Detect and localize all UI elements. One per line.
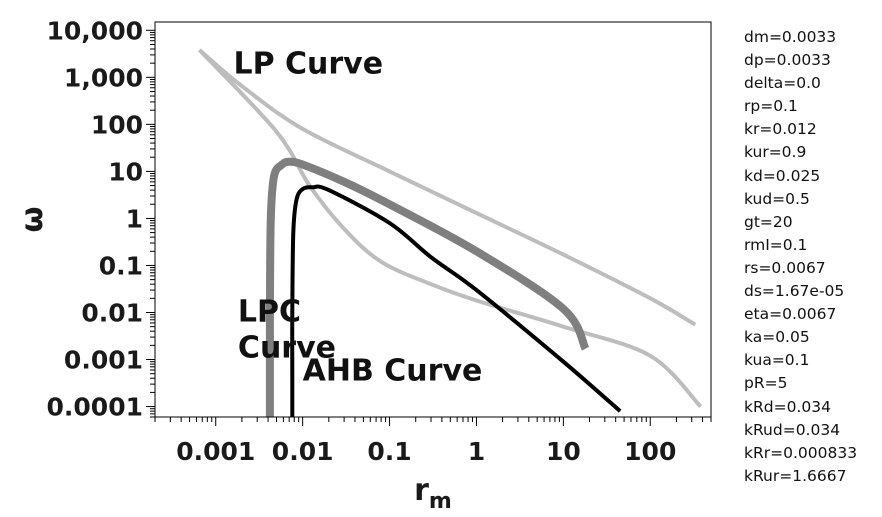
y-tick-label: 1: [126, 204, 143, 233]
x-tick-label: 0.001: [176, 437, 255, 466]
x-axis-title: rm: [414, 473, 452, 514]
x-tick-label: 1: [468, 437, 485, 466]
parameter-list: dm=0.0033 dp=0.0033 delta=0.0 rp=0.1 kr=0.01…: [744, 26, 857, 488]
parameter-item: dp=0.0033: [744, 51, 831, 70]
y-tick-label: 1,000: [64, 63, 143, 92]
series-curve-1: [198, 48, 703, 409]
y-tick-label: 10,000: [47, 16, 143, 45]
y-tick-label: 10: [108, 157, 143, 186]
x-tick-label: 100: [624, 437, 676, 466]
parameter-item: kur=0.9: [744, 143, 807, 162]
y-axis-title: ω: [15, 206, 50, 232]
y-tick-label: 0.1: [99, 251, 143, 280]
curve-annotation: LP Curve: [233, 47, 383, 82]
parameter-item: kd=0.025: [744, 166, 821, 185]
series-curve-3: [265, 157, 590, 417]
y-tick-label: 0.01: [81, 298, 143, 327]
x-tick-label: 10: [546, 437, 581, 466]
parameter-item: rp=0.1: [744, 97, 798, 116]
parameter-item: ds=1.67e-05: [744, 282, 845, 301]
plot-area-frame: [154, 21, 712, 418]
parameter-item: kRd=0.034: [744, 397, 831, 416]
parameter-item: rs=0.0067: [744, 258, 826, 277]
parameter-item: eta=0.0067: [744, 305, 837, 324]
parameter-item: pR=5: [744, 374, 788, 393]
parameter-item: kr=0.012: [744, 120, 817, 139]
parameter-item: dm=0.0033: [744, 28, 837, 46]
series-curve-2: [198, 48, 697, 327]
curve-annotation: AHB Curve: [303, 353, 483, 388]
parameter-item: kRur=1.6667: [744, 466, 847, 485]
parameter-item: delta=0.0: [744, 74, 821, 93]
parameter-item: kud=0.5: [744, 189, 810, 208]
x-axis-title-base: r: [414, 473, 429, 508]
x-tick-label: 0.01: [272, 437, 334, 466]
y-tick-label: 0.0001: [47, 393, 143, 422]
parameter-item: gt=20: [744, 212, 793, 231]
parameter-item: kRud=0.034: [744, 420, 841, 439]
axis-layer: 0.001 0.01 0.1 1 10 100 0.0001 0.001 0.01 0.1 1 10 1…: [47, 16, 712, 466]
y-tick-label: 100: [91, 110, 143, 139]
parameter-item: rmI=0.1: [744, 235, 808, 254]
y-tick-label: 0.001: [64, 346, 143, 375]
x-axis-title-subscript: m: [429, 489, 452, 514]
curve-annotation: LPC: [238, 294, 301, 329]
parameter-item: kua=0.1: [744, 351, 810, 370]
series-layer: [198, 48, 703, 417]
parameter-item: ka=0.05: [744, 328, 810, 347]
curve-annotation: Curve: [238, 331, 336, 366]
x-tick-label: 0.1: [367, 437, 411, 466]
series-curve-4: [290, 184, 622, 417]
parameter-item: kRr=0.000833: [744, 443, 858, 462]
